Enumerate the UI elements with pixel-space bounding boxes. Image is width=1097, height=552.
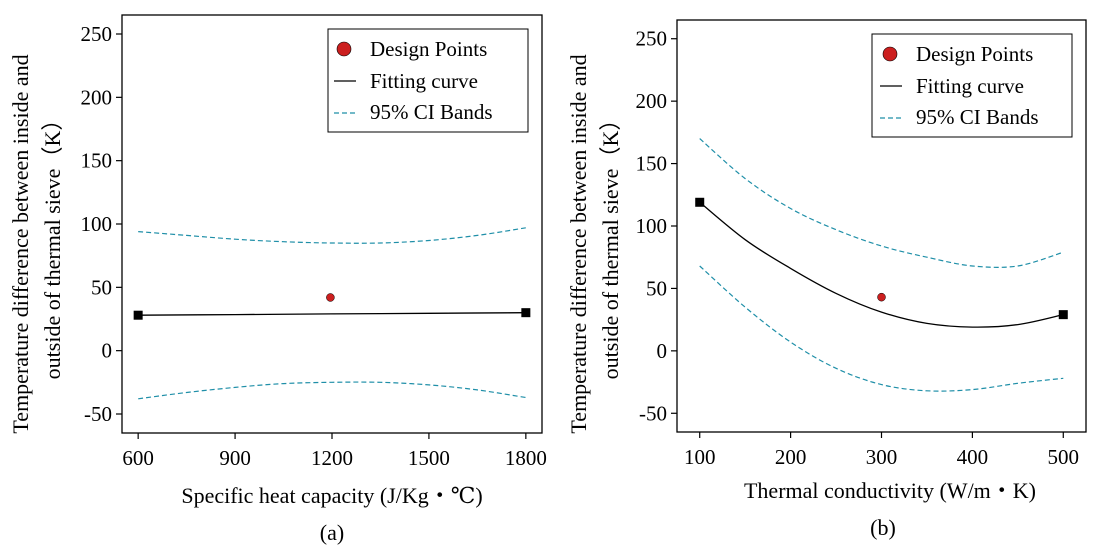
panel-b: 100 200 300 400 500 -50 0 50 100 150 200… — [566, 19, 1087, 540]
y-tick-label-b: 250 — [636, 27, 668, 51]
y-tick-label-a: 0 — [102, 339, 113, 363]
data-points-b — [695, 197, 1068, 320]
legend-design-point-marker-a — [336, 41, 352, 57]
x-tick-label-a: 600 — [122, 446, 154, 470]
design-point-b — [877, 292, 886, 302]
fitting-curve-b — [699, 201, 1064, 328]
y-tick-label-a: 200 — [81, 85, 113, 109]
x-tick-label-a: 900 — [219, 446, 251, 470]
x-tick-label-b: 500 — [1048, 445, 1080, 469]
y-tick-label-b: 200 — [636, 89, 668, 113]
legend-fitting-curve-a: Fitting curve — [370, 69, 478, 93]
endpoint-marker-b — [1058, 310, 1068, 320]
y-axis-title-line1-a: Temperature difference between inside an… — [8, 54, 33, 433]
y-tick-label-b: 100 — [636, 214, 668, 238]
legend-ci-bands-b: 95% CI Bands — [916, 105, 1039, 129]
y-tick-label-b: 150 — [636, 152, 668, 176]
fitting-curve-a — [138, 312, 526, 316]
legend-a: Design Points Fitting curve 95% CI Bands — [327, 28, 529, 133]
y-axis-title-line2-b: outside of thermal sieve（K） — [598, 109, 623, 380]
y-tick-label-a: 250 — [81, 22, 113, 46]
data-points-a — [133, 293, 531, 320]
legend-box-b — [871, 33, 1073, 138]
x-axis-title-a: Specific heat capacity (J/Kg・℃) — [181, 483, 482, 508]
x-axis-title-b: Thermal conductivity (W/m・K) — [744, 478, 1036, 503]
y-axis-title-line1-b: Temperature difference between inside an… — [566, 54, 591, 433]
endpoint-marker-a — [133, 310, 143, 320]
legend-design-points-a: Design Points — [370, 37, 487, 61]
panel-label-a: (a) — [320, 520, 344, 545]
ci-bands-b — [699, 138, 1064, 392]
y-axis-title-line2-a: outside of thermal sieve（K） — [40, 109, 65, 380]
y-tick-label-b: 0 — [657, 339, 668, 363]
y-tick-label-a: 50 — [91, 275, 112, 299]
legend-ci-bands-a: 95% CI Bands — [370, 100, 493, 124]
ci-bands-a — [138, 227, 526, 400]
x-tick-label-b: 300 — [866, 445, 898, 469]
y-tick-label-a: 150 — [81, 149, 113, 173]
x-tick-label-b: 100 — [684, 445, 716, 469]
ci-lower-band-a — [138, 381, 526, 400]
endpoint-marker-b — [695, 197, 705, 207]
panel-label-b: (b) — [870, 515, 896, 540]
legend-fitting-curve-b: Fitting curve — [916, 74, 1024, 98]
ci-upper-band-b — [699, 138, 1064, 268]
y-tick-label-b: -50 — [639, 401, 667, 425]
x-tick-label-b: 200 — [775, 445, 807, 469]
legend-design-point-marker-b — [882, 46, 898, 62]
endpoint-marker-a — [521, 308, 531, 318]
panel-a: 600 900 1200 1500 1800 -50 0 50 100 150 … — [8, 14, 547, 545]
ci-lower-band-b — [699, 265, 1064, 392]
tick-marks-b — [671, 38, 1064, 438]
y-tick-label-b: 50 — [646, 276, 667, 300]
ci-upper-band-a — [138, 227, 526, 244]
x-tick-label-a: 1800 — [505, 446, 547, 470]
tick-marks-a — [116, 33, 527, 439]
legend-design-points-b: Design Points — [916, 42, 1033, 66]
legend-b: Design Points Fitting curve 95% CI Bands — [871, 33, 1073, 138]
legend-box-a — [327, 28, 529, 133]
y-tick-label-a: -50 — [84, 402, 112, 426]
x-tick-label-a: 1500 — [408, 446, 450, 470]
y-tick-label-a: 100 — [81, 212, 113, 236]
x-tick-label-a: 1200 — [311, 446, 353, 470]
design-point-a — [326, 293, 335, 302]
x-tick-label-b: 400 — [957, 445, 989, 469]
